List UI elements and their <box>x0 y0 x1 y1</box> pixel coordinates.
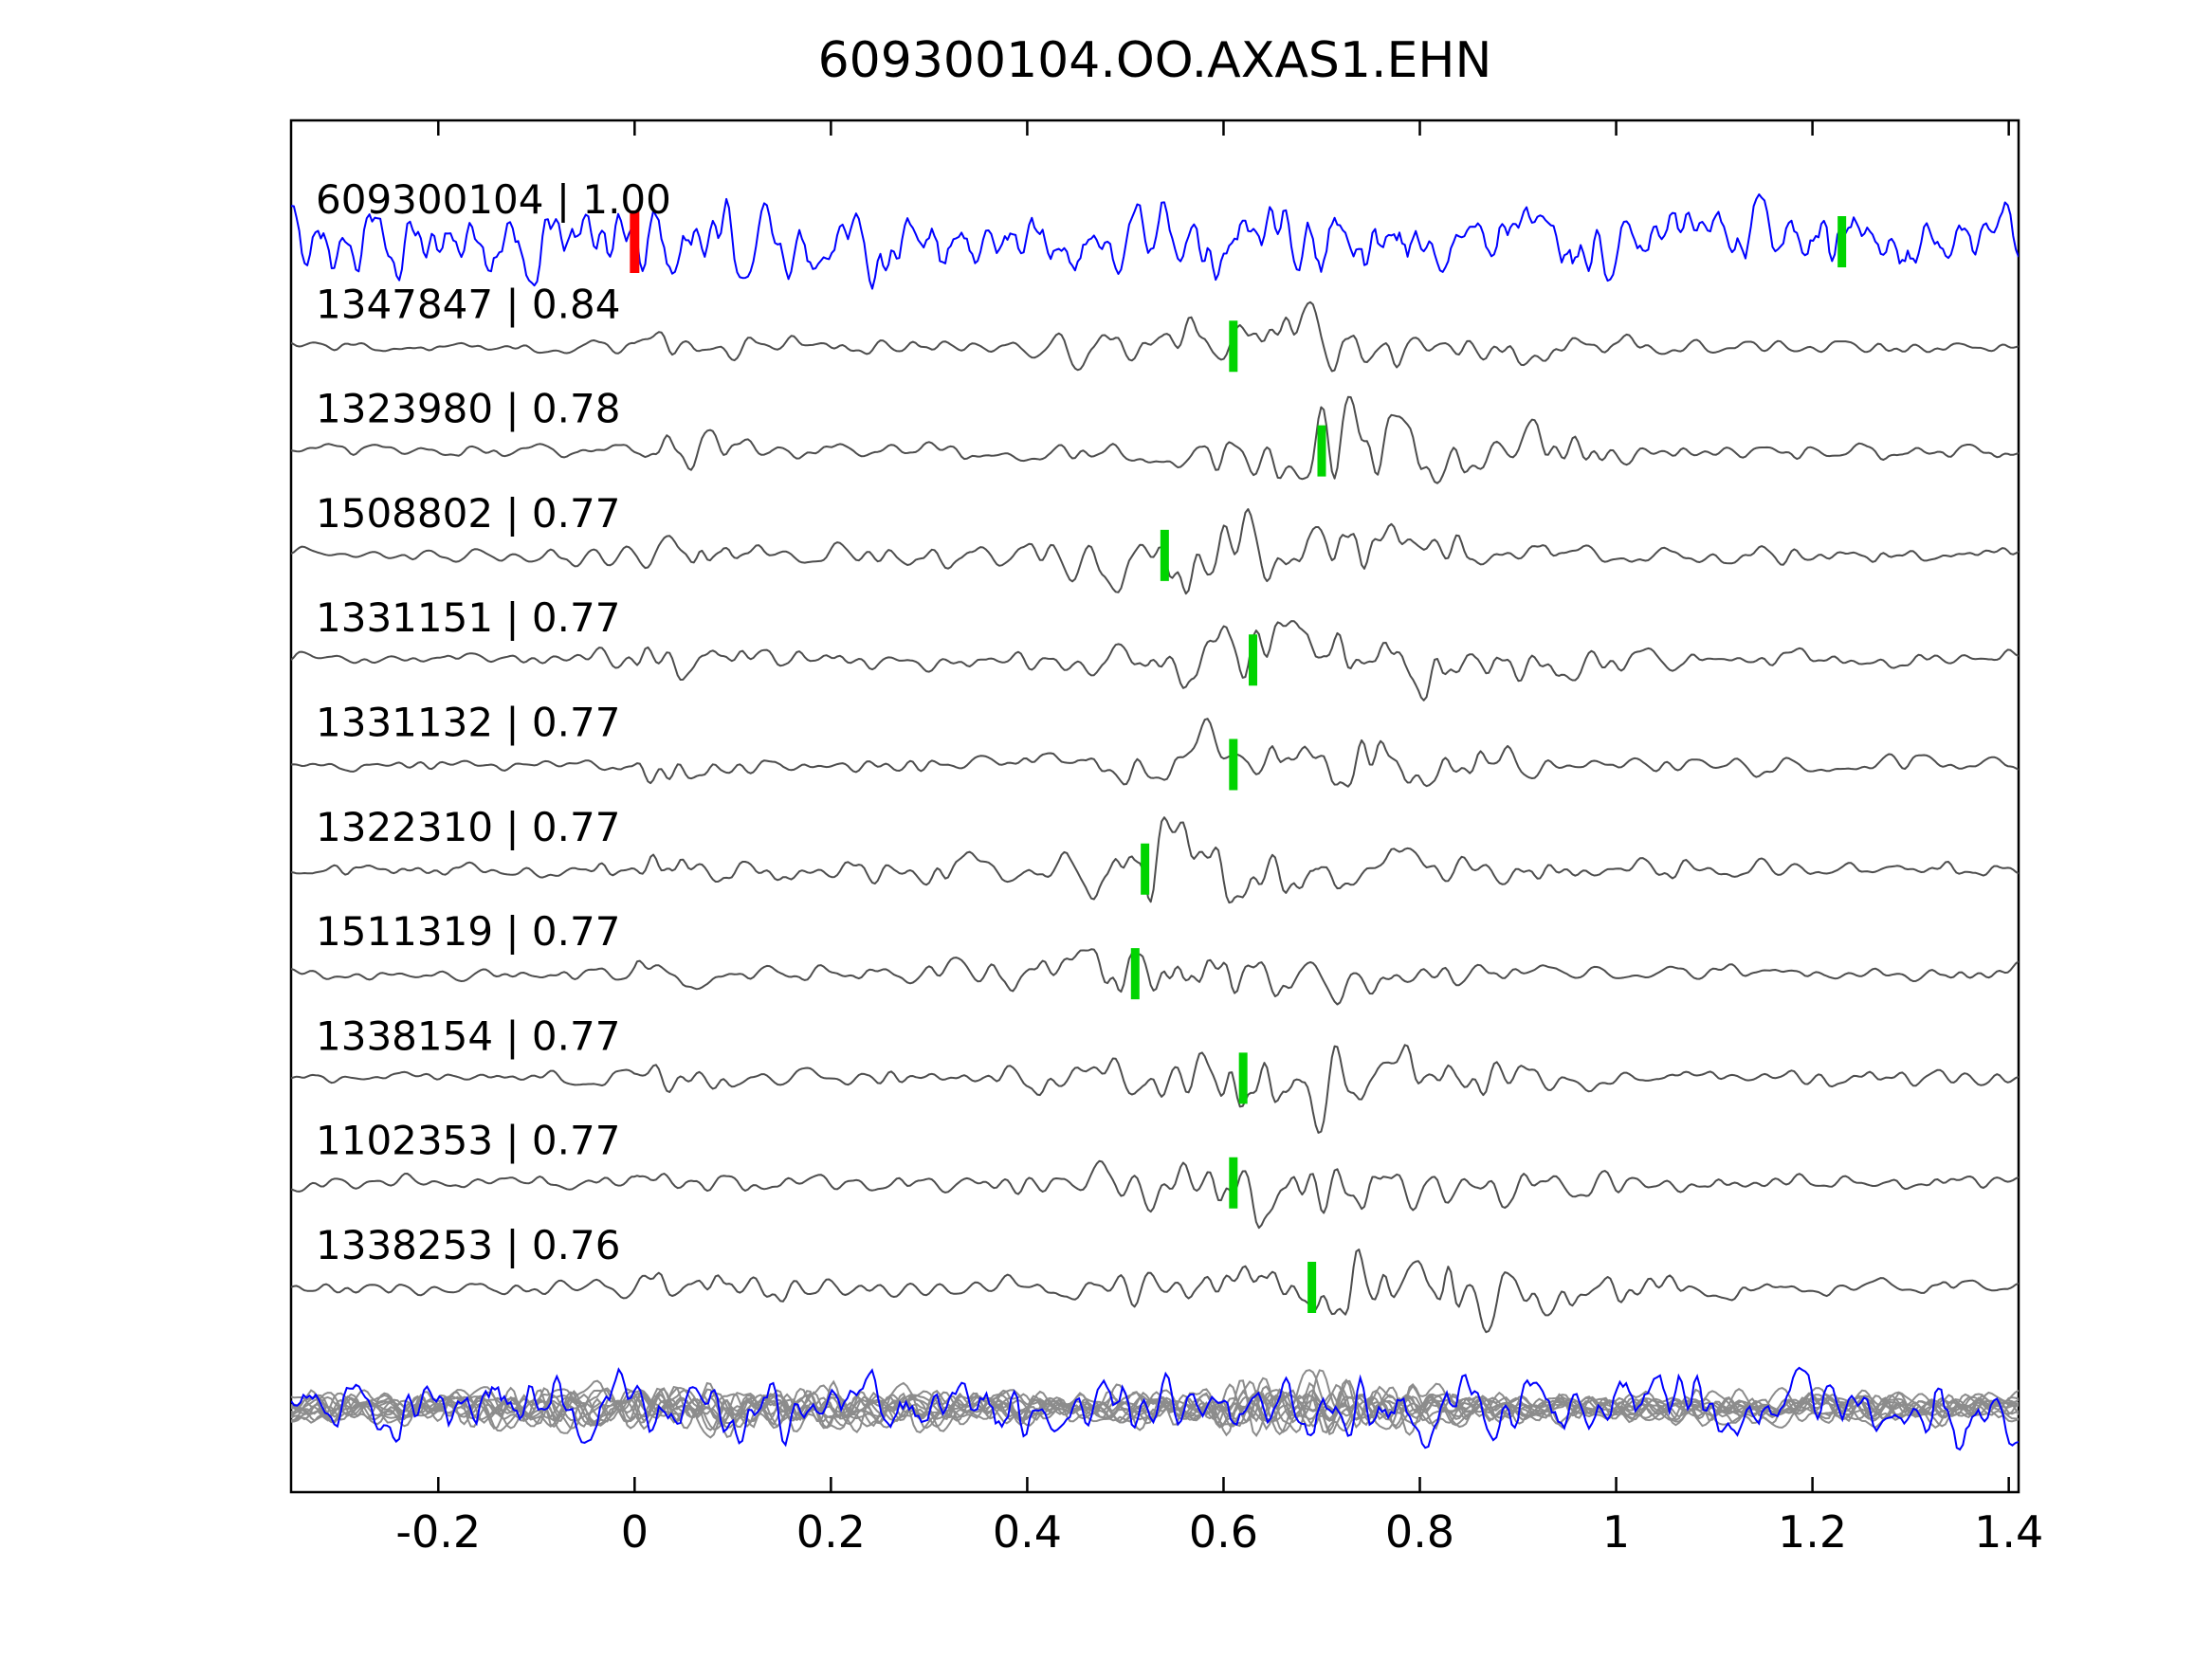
x-tick-label: 0.6 <box>1189 1506 1258 1558</box>
stack-waveform <box>291 1388 2019 1434</box>
trace-label: 1338253 | 0.76 <box>316 1222 620 1268</box>
trace-label: 1331132 | 0.77 <box>316 700 620 746</box>
stack-waveform <box>291 1376 2019 1434</box>
x-tick-label: 1 <box>1602 1506 1630 1558</box>
trace-waveform <box>291 816 2019 904</box>
x-tick-label: 0.2 <box>796 1506 866 1558</box>
trace-label: 1323980 | 0.78 <box>316 386 620 432</box>
trace-waveform <box>291 948 2019 1006</box>
stack-template-waveform <box>291 1366 2019 1451</box>
traces-group <box>291 193 2019 1451</box>
x-tick-label: 1.2 <box>1778 1506 1847 1558</box>
trace-label: 1347847 | 0.84 <box>316 281 620 327</box>
stack-waveform <box>291 1386 2019 1430</box>
trace-label: 1511319 | 0.77 <box>316 908 620 955</box>
trace-label: 1322310 | 0.77 <box>316 804 620 850</box>
trace-waveform <box>291 193 2019 290</box>
plot-border <box>289 118 2020 1494</box>
trace-waveform <box>291 1249 2019 1334</box>
plot-title: 609300104.OO.AXAS1.EHN <box>817 32 1492 89</box>
trace-label: 1331151 | 0.77 <box>316 594 620 641</box>
trace-waveform <box>291 508 2019 595</box>
trace-waveform <box>291 301 2019 373</box>
x-tick-label: -0.2 <box>395 1506 481 1558</box>
trace-waveform <box>291 1159 2019 1230</box>
trace-waveform <box>291 1044 2019 1134</box>
trace-label: 1508802 | 0.77 <box>316 490 620 537</box>
trace-label: 1338154 | 0.77 <box>316 1012 620 1059</box>
trace-label: 609300104 | 1.00 <box>316 176 671 223</box>
x-tick-label: 1.4 <box>1974 1506 2043 1558</box>
trace-waveform <box>291 395 2019 484</box>
x-tick-label: 0.8 <box>1385 1506 1454 1558</box>
x-tick-label: 0.4 <box>993 1506 1062 1558</box>
trace-label: 1102353 | 0.77 <box>316 1118 620 1164</box>
trace-waveform <box>291 620 2019 702</box>
trace-waveform <box>291 718 2019 788</box>
x-tick-label: 0 <box>621 1506 649 1558</box>
